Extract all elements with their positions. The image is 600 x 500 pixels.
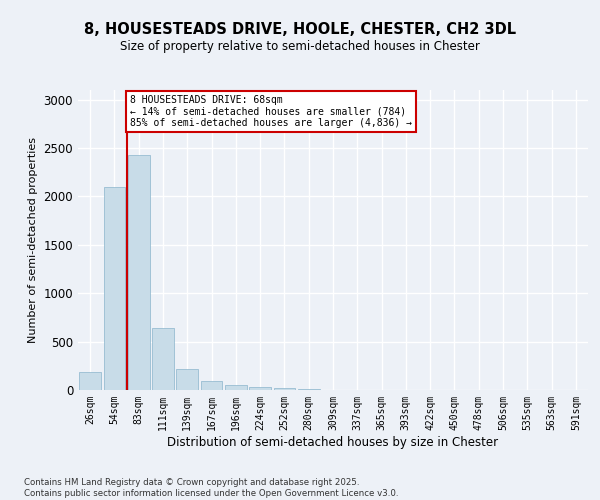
- Bar: [79, 372, 101, 390]
- Bar: [176, 368, 198, 390]
- Bar: [128, 155, 149, 390]
- Text: 8 HOUSESTEADS DRIVE: 68sqm
← 14% of semi-detached houses are smaller (784)
85% o: 8 HOUSESTEADS DRIVE: 68sqm ← 14% of semi…: [130, 95, 412, 128]
- Text: 8, HOUSESTEADS DRIVE, HOOLE, CHESTER, CH2 3DL: 8, HOUSESTEADS DRIVE, HOOLE, CHESTER, CH…: [84, 22, 516, 38]
- X-axis label: Distribution of semi-detached houses by size in Chester: Distribution of semi-detached houses by …: [167, 436, 499, 448]
- Bar: [249, 386, 271, 390]
- Bar: [298, 388, 320, 390]
- Bar: [200, 382, 223, 390]
- Bar: [104, 187, 125, 390]
- Text: Contains HM Land Registry data © Crown copyright and database right 2025.
Contai: Contains HM Land Registry data © Crown c…: [24, 478, 398, 498]
- Bar: [225, 385, 247, 390]
- Y-axis label: Number of semi-detached properties: Number of semi-detached properties: [28, 137, 38, 343]
- Text: Size of property relative to semi-detached houses in Chester: Size of property relative to semi-detach…: [120, 40, 480, 53]
- Bar: [274, 388, 295, 390]
- Bar: [152, 328, 174, 390]
